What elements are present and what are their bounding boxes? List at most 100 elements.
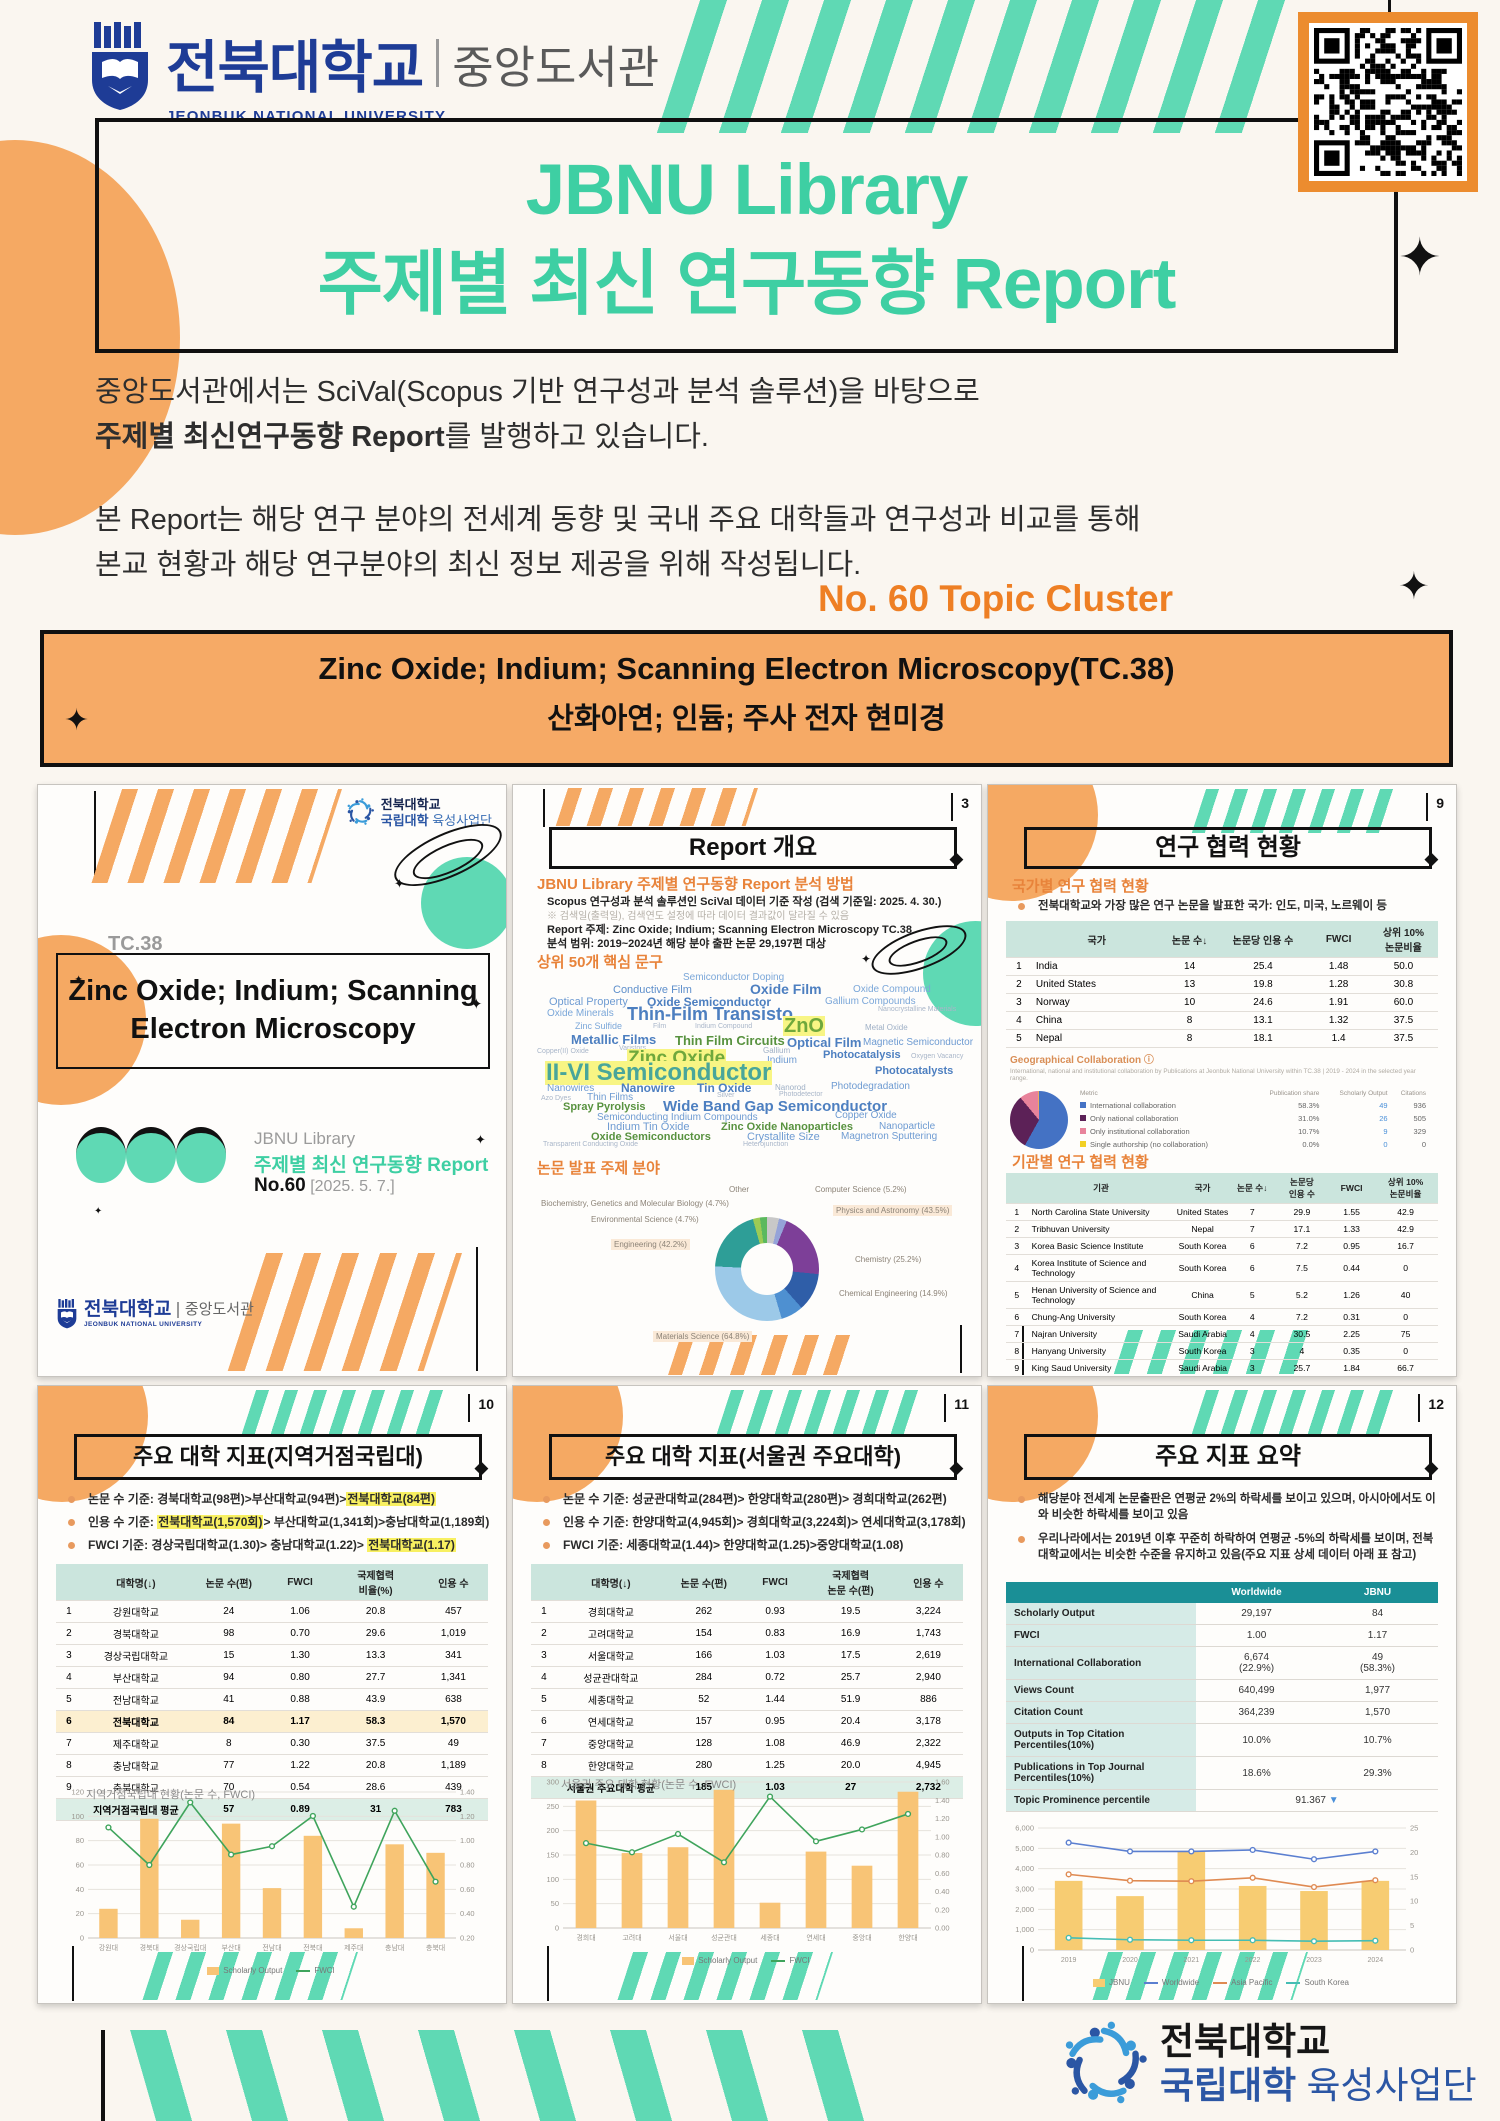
report-page-summary: 12 주요 지표 요약 ◆ 해당분야 전세계 논문출판은 연평균 2%의 하락세를 보… [987,1385,1457,2004]
svg-text:60: 60 [76,1861,84,1870]
bullet-item: 논문 수 기준: 경북대학교(98편)>부산대학교(94편)>전북대학교(84편… [62,1490,492,1507]
legend-item: Asia Pacific [1213,1978,1272,1987]
table-cell: Korea Electronics Technology Institute [1028,1377,1175,1378]
bullet-item: 우리나라에서는 2019년 이후 꾸준히 하락하여 연평균 -5%의 하락세를 … [1012,1530,1442,1562]
table-cell: 7 [1230,1203,1274,1221]
svg-text:50: 50 [551,1899,559,1908]
cloud-term: Wide Band Gap Semiconductor [663,1098,888,1115]
column-header: 논문 수(편) [189,1564,268,1601]
cloud-term: Varistors [619,1045,646,1052]
legend-label: Scholarly Output [698,1956,758,1965]
donut-label: Engineering (42.2%) [611,1239,690,1250]
geo-value: 0.0% [1302,1140,1320,1149]
table-cell: 43.9 [332,1688,419,1711]
diamond-icon: ◆ [1424,1458,1438,1477]
table-cell: 6 [1006,1308,1028,1326]
chart-legend: Scholarly Output FWCI [527,1956,965,1965]
bullet-item: FWCI 기준: 세종대학교(1.44)> 한양대학교(1.25)>중앙대학교(… [537,1536,967,1553]
table-cell: 16.7 [1373,1237,1438,1255]
table-cell: 0.95 [742,1710,808,1733]
table-cell: 16.9 [807,1622,894,1645]
table-header-row: 대학명(↓) 논문 수(편) FWCI 국제협력 논문 수(편) 인용 수 [531,1564,963,1601]
geo-legend-row: Only institutional collaboration 10.7% 9 32… [1078,1125,1428,1138]
geo-value: 26 [1379,1114,1388,1123]
cover-title: Zinc Oxide; Indium; Scanning Electron Mi… [68,975,478,1045]
table-cell: 2.25 [1329,1325,1374,1343]
table-cell [531,1776,557,1799]
legend-swatch-icon [771,1959,786,1962]
jbnu-value: 1,570 [1317,1701,1438,1724]
table-cell: 14 [1161,957,1218,976]
legend-swatch-icon [1213,1981,1228,1984]
table-cell: 강원대학교 [81,1600,190,1623]
worldwide-value: 364,239 [1196,1701,1318,1724]
word-cloud: Semiconductor Doping Conductive Film Oxide… [535,971,973,1153]
table-cell: 3 [1230,1342,1274,1360]
table-cell: 29.9 [1273,1203,1330,1221]
page-number: 9 [1426,793,1444,821]
footer-org-rest: 육성사업단 [1296,2065,1477,2106]
table-cell: 4 [1230,1308,1274,1326]
spanning-value: 91.367 ▼ [1196,1789,1438,1812]
table-cell: 5 [56,1688,82,1711]
cloud-term: Oxygen Vacancy [911,1053,964,1060]
table-row: 10Korea Electronics Technology Institute… [1006,1377,1438,1378]
table-cell: 3 [1231,1377,1274,1378]
table-cell: 1.32 [1308,1011,1369,1030]
row-label: FWCI [1006,1624,1197,1647]
sparkle-icon: ✦ [394,876,405,891]
table-cell: 18.1 [1217,1029,1309,1048]
table-cell: 1.17 [267,1710,333,1733]
page-number: 10 [468,1394,494,1422]
report-page-overview: 3 Report 개요 ◆ JBNU Library 주제별 연구동향 Report … [512,784,982,1377]
table-header-row: Worldwide JBNU [1006,1582,1438,1603]
column-header: 논문 수↓ [1230,1173,1274,1204]
highlighted-text: 전북대학교(1,570회) [157,1515,264,1529]
legend-item: South Korea [1286,1978,1349,1987]
geo-value: 31.0% [1298,1114,1320,1123]
geo-col-header: Metric [1080,1090,1098,1097]
donut-label: Physics and Astronomy (43.5%) [833,1205,953,1216]
table-cell: 42.9 [1373,1220,1438,1238]
deco-line [547,1946,549,2001]
worldwide-value: 18.6% [1196,1756,1318,1790]
legend-swatch-icon [296,1969,311,1972]
table-cell: 37.5 [1368,1011,1438,1030]
table-cell: 783 [418,1798,488,1821]
table-row: 4 Korea Institute of Science and Technolo… [1006,1254,1438,1282]
table-cell: 서울대학교 [556,1644,665,1667]
cloud-term: Optical Property [549,996,628,1008]
university-name: 전북대학교 [166,36,424,100]
table: 기관 국가 논문 수↓ 논문당 인용 수 FWCI 상위 10% 논문비율 1 North C… [1006,1173,1438,1378]
cloud-term: Metal Oxide [865,1023,908,1032]
intro-rest: 를 발행하고 있습니다. [444,420,709,453]
table-row: 8 한양대학교 280 1.25 20.0 4,945 [531,1754,963,1777]
cloud-term: Magnetron Sputtering [841,1131,938,1142]
table-cell: Najran University [1027,1325,1175,1343]
table-cell: 1.28 [1308,975,1369,994]
table-cell: 57 [189,1798,268,1821]
svg-text:2019: 2019 [1061,1957,1077,1964]
table-cell: South Korea [1174,1254,1231,1282]
table-cell: 7 [1006,1325,1028,1343]
topic-donut-chart: Biochemistry, Genetics and Molecular Bio… [533,1177,961,1367]
method-block: Scopus 연구성과 분석 솔루션인 SciVal 데이터 기준 작성 (검색… [547,895,955,952]
svg-text:40: 40 [76,1885,84,1894]
table-cell: 충남대학교 [81,1754,190,1777]
svg-text:한양대: 한양대 [898,1934,917,1942]
scallop-icon [76,1127,126,1183]
page-number: 12 [1418,1394,1444,1422]
cloud-term: ZnO [783,1015,825,1037]
table-cell: 50.0 [1368,957,1438,976]
column-header [1006,1582,1197,1603]
geo-metric: Only institutional collaboration [1078,1125,1251,1138]
table-cell: Norway [1031,993,1162,1012]
table-cell [56,1798,82,1821]
svg-text:1.40: 1.40 [935,1796,950,1805]
column-header: FWCI [742,1564,808,1601]
svg-text:2024: 2024 [1368,1957,1384,1964]
cloud-term: Photodegradation [831,1081,910,1092]
table-cell: 439 [418,1776,488,1799]
table-row: 6 전북대학교 84 1.17 58.3 1,570 [56,1710,488,1733]
